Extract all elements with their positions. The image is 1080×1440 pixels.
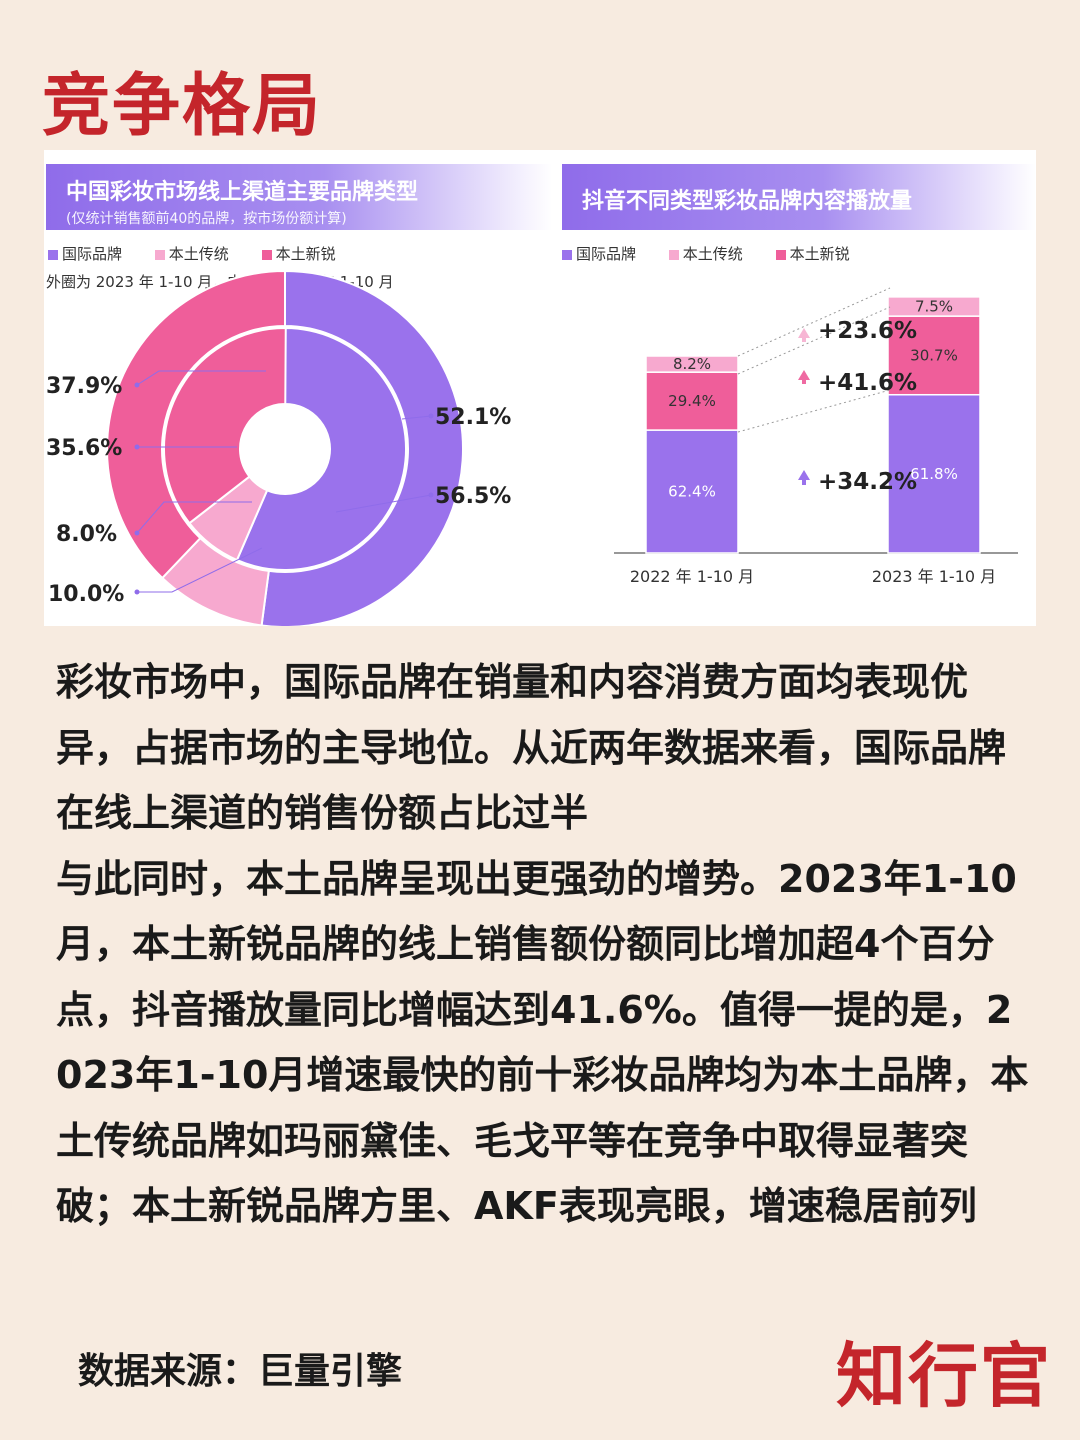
swatch-new (775, 249, 786, 260)
value-label-inner-traditional: 8.0% (56, 522, 117, 547)
donut-chart: 37.9% 35.6% 8.0% 10.0% 52.1% 56.5% (46, 269, 511, 626)
bar-segment (887, 315, 981, 396)
up-arrow-icon-stem (802, 378, 806, 384)
growth-traditional: +23.6% (798, 318, 917, 344)
growth-new: +41.6% (798, 370, 917, 396)
bar-data-label: 8.2% (673, 355, 711, 373)
legend-item-international: 国际品牌 (562, 243, 636, 264)
brand-logo: 知行官 (836, 1334, 1052, 1417)
x-tick-label-2022: 2022 年 1-10 月 (630, 567, 754, 586)
up-arrow-icon-stem (802, 478, 806, 485)
bar-segment (645, 355, 739, 373)
connector-intl-top (737, 389, 891, 433)
legend-item-traditional: 本土传统 (154, 243, 229, 264)
donut-legend: 国际品牌 本土传统 本土新锐 (48, 243, 364, 264)
legend-item-new: 本土新锐 (261, 243, 336, 264)
leader-line-outer-intl (401, 415, 432, 420)
leader-dot (134, 444, 140, 450)
bar-data-label: 61.8% (910, 465, 958, 483)
bar-segment (887, 393, 981, 554)
leader-line-outer-trad (137, 547, 263, 593)
up-arrow-icon (798, 470, 810, 480)
value-label-outer-international: 52.1% (435, 405, 511, 430)
bar-data-label: 29.4% (668, 392, 716, 410)
body-paragraph: 彩妆市场中，国际品牌在销量和内容消费方面均表现优异，占据市场的主导地位。从近两年… (56, 660, 1007, 835)
bar-segment (645, 429, 739, 554)
leader-line-inner-intl (335, 494, 432, 513)
legend-item-traditional: 本土传统 (668, 243, 743, 264)
data-source: 数据来源：巨量引擎 (78, 1351, 403, 1392)
growth-label-international: +34.2% (818, 469, 917, 495)
up-arrow-icon-stem (802, 336, 806, 342)
up-arrow-icon (798, 328, 810, 338)
bar-chart-header: 抖音不同类型彩妆品牌内容播放量 (562, 164, 1036, 230)
value-label-outer-traditional: 10.0% (48, 582, 124, 607)
value-label-outer-new: 37.9% (46, 374, 122, 399)
growth-label-traditional: +23.6% (818, 318, 917, 344)
bar-segment (645, 371, 739, 431)
x-tick-label-2023: 2023 年 1-10 月 (872, 567, 996, 586)
body-paragraph: 与此同时，本土品牌呈现出更强劲的增势。2023年1-10月，本土新锐品牌的线上销… (56, 856, 1029, 1229)
donut-hole (240, 404, 330, 494)
page-title: 竞争格局 (42, 66, 323, 146)
body-text: 彩妆市场中，国际品牌在销量和内容消费方面均表现优异，占据市场的主导地位。从近两年… (56, 650, 1031, 1240)
donut-chart-title: 中国彩妆市场线上渠道主要品牌类型 (66, 180, 419, 205)
swatch-traditional (154, 249, 165, 260)
up-arrow-icon (798, 370, 810, 380)
bar-data-label: 30.7% (910, 346, 958, 364)
stacked-bar-chart: 62.4% 29.4% 8.2% 61.8% 30.7% 7.5% +23.6% +41.… (614, 287, 1018, 586)
outer-ring-slice (106, 269, 286, 580)
outer-ring-slice (260, 269, 464, 626)
donut-chart-subtitle: (仅统计销售额前40的品牌，按市场份额计算) (66, 211, 347, 227)
leader-line-inner-trad (136, 501, 252, 534)
growth-label-new: +41.6% (818, 370, 917, 396)
bar-data-label: 62.4% (668, 483, 716, 501)
bar-data-label: 7.5% (915, 298, 953, 316)
swatch-international (48, 249, 58, 260)
legend-item-international: 国际品牌 (48, 243, 122, 264)
leader-line-outer-new (136, 370, 266, 386)
bar-segment (887, 296, 981, 317)
donut-chart-header: 中国彩妆市场线上渠道主要品牌类型 (仅统计销售额前40的品牌，按市场份额计算) (46, 164, 552, 230)
swatch-new (261, 249, 272, 260)
growth-international: +34.2% (798, 469, 917, 495)
swatch-traditional (668, 249, 679, 260)
legend-item-new: 本土新锐 (775, 243, 850, 264)
leader-dot (428, 492, 434, 498)
value-label-inner-new: 35.6% (46, 436, 122, 461)
swatch-international (562, 249, 572, 260)
leader-dot (134, 589, 140, 595)
leader-dot (134, 382, 140, 388)
bar-legend: 国际品牌 本土传统 本土新锐 (562, 243, 878, 264)
leader-dot (428, 413, 434, 419)
bar-chart-title: 抖音不同类型彩妆品牌内容播放量 (582, 189, 913, 214)
chart-panel: 中国彩妆市场线上渠道主要品牌类型 (仅统计销售额前40的品牌，按市场份额计算) … (44, 150, 1036, 626)
value-label-inner-international: 56.5% (435, 484, 511, 509)
leader-dot (134, 530, 140, 536)
